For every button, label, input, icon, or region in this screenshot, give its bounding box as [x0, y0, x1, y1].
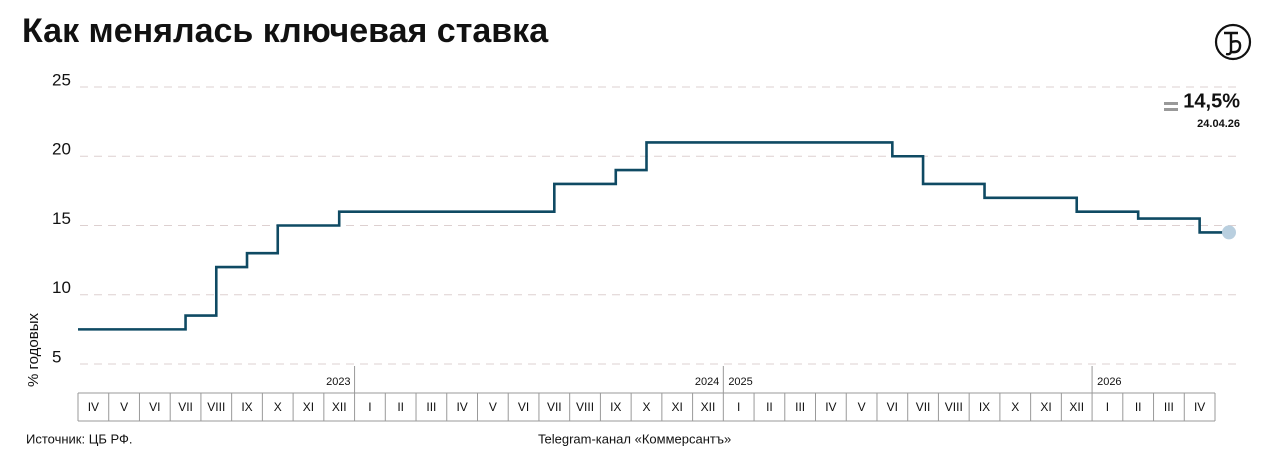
y-tick-label: 20 [52, 140, 71, 159]
current-point [1222, 225, 1236, 240]
logo [1214, 23, 1252, 61]
x-tick-label: XII [701, 400, 716, 414]
x-tick-label: I [737, 400, 740, 414]
x-tick-label: VII [178, 400, 193, 414]
x-tick-label: VII [916, 400, 931, 414]
x-tick-label: IX [610, 400, 621, 414]
x-tick-label: VI [518, 400, 529, 414]
x-tick-label: III [1164, 400, 1174, 414]
year-label: 2023 [326, 376, 350, 388]
x-tick-label: II [397, 400, 404, 414]
year-label: 2024 [695, 376, 719, 388]
x-tick-label: I [368, 400, 371, 414]
x-tick-label: III [795, 400, 805, 414]
x-tick-label: I [1106, 400, 1109, 414]
x-tick-label: VII [547, 400, 562, 414]
x-tick-label: IV [825, 400, 836, 414]
x-tick-label: VIII [576, 400, 594, 414]
y-tick-label: 15 [52, 209, 71, 228]
rate-line [78, 141, 1229, 331]
x-tick-label: VI [887, 400, 898, 414]
year-label: 2025 [728, 376, 752, 388]
x-tick-label: V [858, 400, 866, 414]
x-tick-label: XII [332, 400, 347, 414]
x-tick-label: VIII [207, 400, 225, 414]
x-tick-label: X [274, 400, 282, 414]
x-tick-label: IX [979, 400, 990, 414]
credit: Telegram-канал «Коммерсантъ» [538, 431, 731, 446]
source: Источник: ЦБ РФ. [26, 431, 133, 446]
x-tick-label: V [489, 400, 497, 414]
x-tick-label: IV [456, 400, 467, 414]
equals-icon [1164, 102, 1178, 111]
x-tick-label: XII [1069, 400, 1084, 414]
x-tick-label: XI [1040, 400, 1051, 414]
year-label: 2026 [1097, 376, 1121, 388]
x-tick-label: II [1135, 400, 1142, 414]
x-tick-label: II [766, 400, 773, 414]
x-tick-label: IV [88, 400, 99, 414]
annotation-value: 14,5% [1183, 90, 1240, 112]
x-tick-label: IV [1194, 400, 1205, 414]
x-tick-label: VI [149, 400, 160, 414]
chart-title: Как менялась ключевая ставка [22, 12, 549, 50]
x-tick-label: V [120, 400, 128, 414]
x-tick-label: XI [672, 400, 683, 414]
annotation-date: 24.04.26 [1197, 118, 1240, 130]
x-tick-label: VIII [945, 400, 963, 414]
y-tick-label: 10 [52, 278, 71, 297]
x-tick-label: X [642, 400, 650, 414]
y-tick-label: 5 [52, 347, 61, 366]
x-tick-label: X [1011, 400, 1019, 414]
y-axis-label: % годовых [25, 313, 42, 388]
x-tick-label: III [426, 400, 436, 414]
y-tick-label: 25 [52, 70, 71, 89]
x-tick-label: IX [241, 400, 252, 414]
x-tick-label: XI [303, 400, 314, 414]
